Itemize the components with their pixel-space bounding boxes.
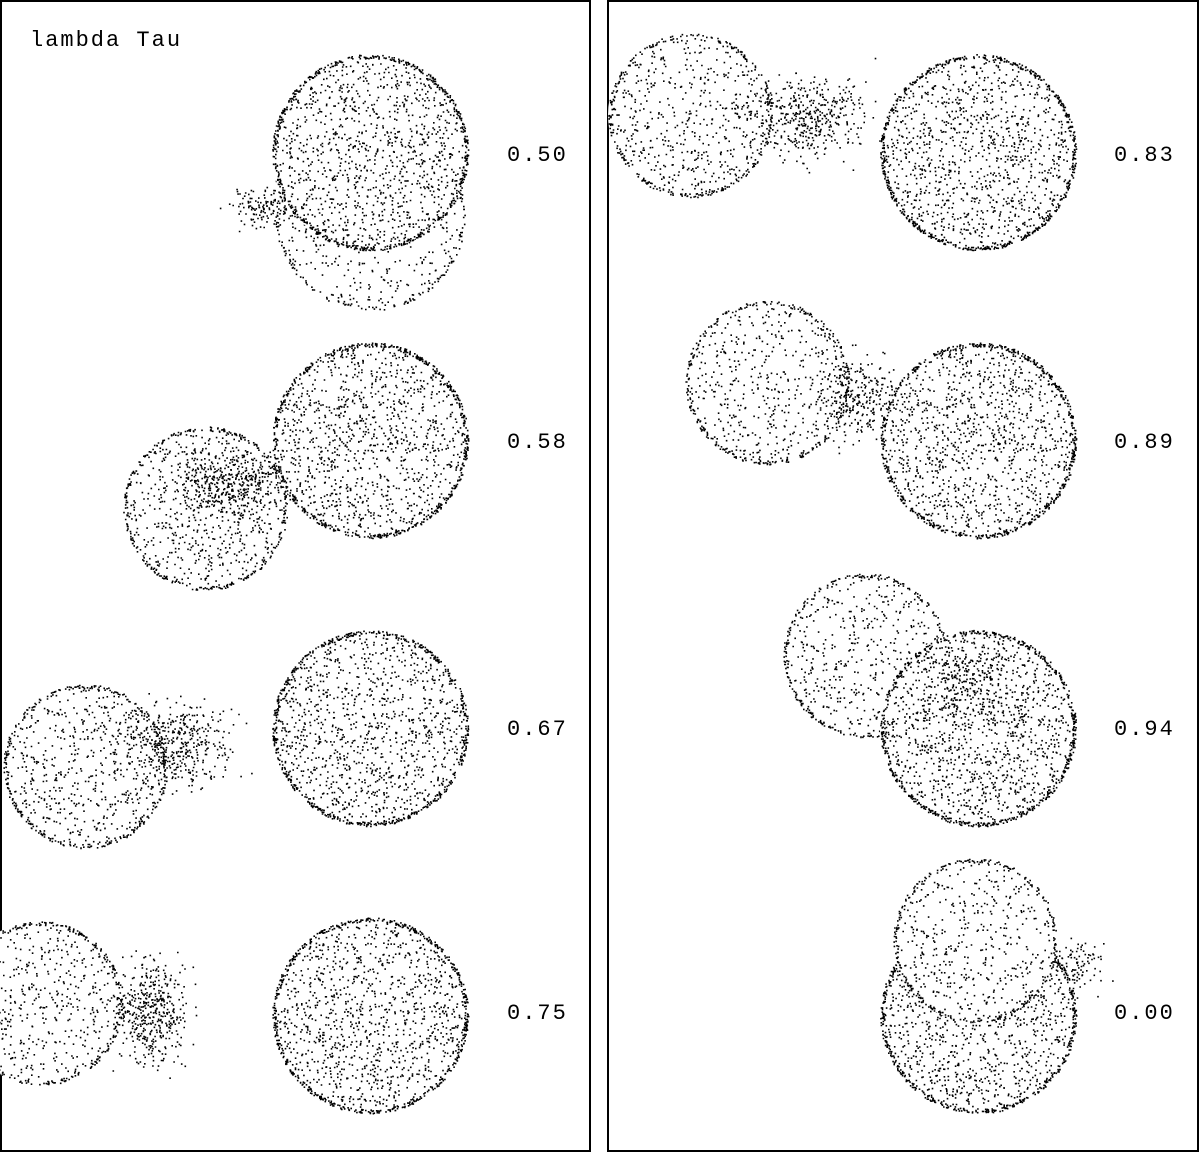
stipple [1042,937,1114,999]
star-models [0,33,1114,1115]
star-disk [893,858,1057,1022]
star-disk [880,630,1076,826]
stipple [275,120,466,311]
stipple [97,693,253,795]
phase-label: 0.75 [507,1001,568,1026]
stipple [272,54,470,252]
stipple [880,54,1078,252]
phase-label: 0.50 [507,143,568,168]
left-panel [0,0,591,1152]
stipple [816,344,906,455]
right-panel [607,0,1199,1152]
stipple [880,342,1078,540]
star-disk [272,917,468,1113]
star-disk [880,54,1076,250]
stipple [123,426,288,591]
star-disk [685,300,849,464]
phase-label: 0.89 [1114,430,1175,455]
stipple [725,57,896,174]
star-disk [272,630,468,826]
stipple [219,180,311,233]
stipple [880,630,1077,828]
phase-label: 0.67 [507,717,568,742]
phase-label: 0.94 [1114,717,1175,742]
figure-title: lambda Tau [30,28,182,53]
star-disk [3,684,167,848]
stipple [272,917,470,1115]
star-disk [123,426,287,590]
stipple [272,342,470,540]
star-disk [272,54,468,250]
stipple [106,950,198,1079]
phase-label: 0.00 [1114,1001,1175,1026]
phase-label: 0.83 [1114,143,1175,168]
star-disk [608,33,772,197]
star-disk [0,921,122,1085]
phase-label: 0.58 [507,430,568,455]
